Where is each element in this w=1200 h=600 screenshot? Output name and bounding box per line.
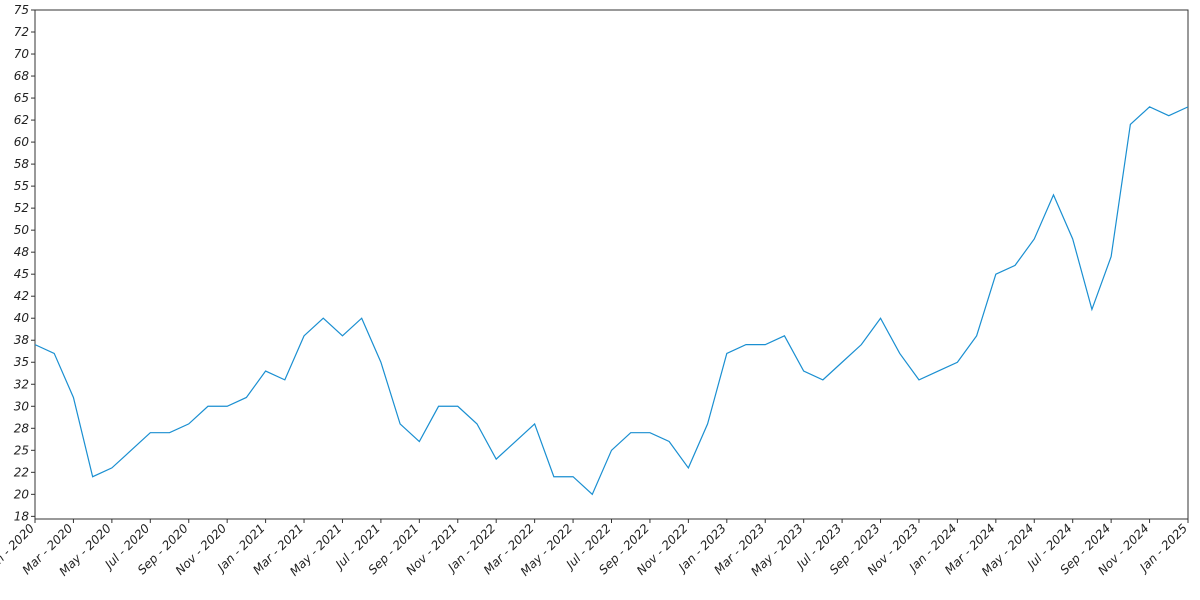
y-tick-label: 62	[14, 113, 29, 127]
y-tick-label: 22	[14, 465, 29, 479]
line	[34, 106, 1189, 496]
y-tick-label: 65	[14, 91, 29, 105]
y-tick-label: 70	[14, 47, 30, 61]
y-tick-label: 35	[14, 355, 29, 369]
y-tick-label: 55	[14, 179, 29, 193]
y-tick-label: 52	[14, 201, 29, 215]
y-tick-label: 72	[14, 25, 29, 39]
y-tick-label: 68	[14, 69, 30, 83]
y-tick-label: 38	[14, 333, 30, 347]
y-tick-label: 18	[14, 509, 30, 523]
y-tick-label: 20	[14, 487, 30, 501]
y-tick-label: 45	[14, 267, 29, 281]
y-tick-label: 25	[14, 443, 29, 457]
y-tick-label: 28	[14, 421, 30, 435]
y-tick-label: 58	[14, 157, 30, 171]
y-tick-label: 40	[14, 311, 30, 325]
y-tick-label: 75	[14, 3, 29, 17]
y-tick-label: 48	[14, 245, 30, 259]
y-tick-label: 42	[14, 289, 29, 303]
y-tick-label: 30	[14, 399, 30, 413]
y-tick-label: 60	[14, 135, 30, 149]
y-tick-label: 50	[14, 223, 30, 237]
y-tick-label: 32	[14, 377, 29, 391]
